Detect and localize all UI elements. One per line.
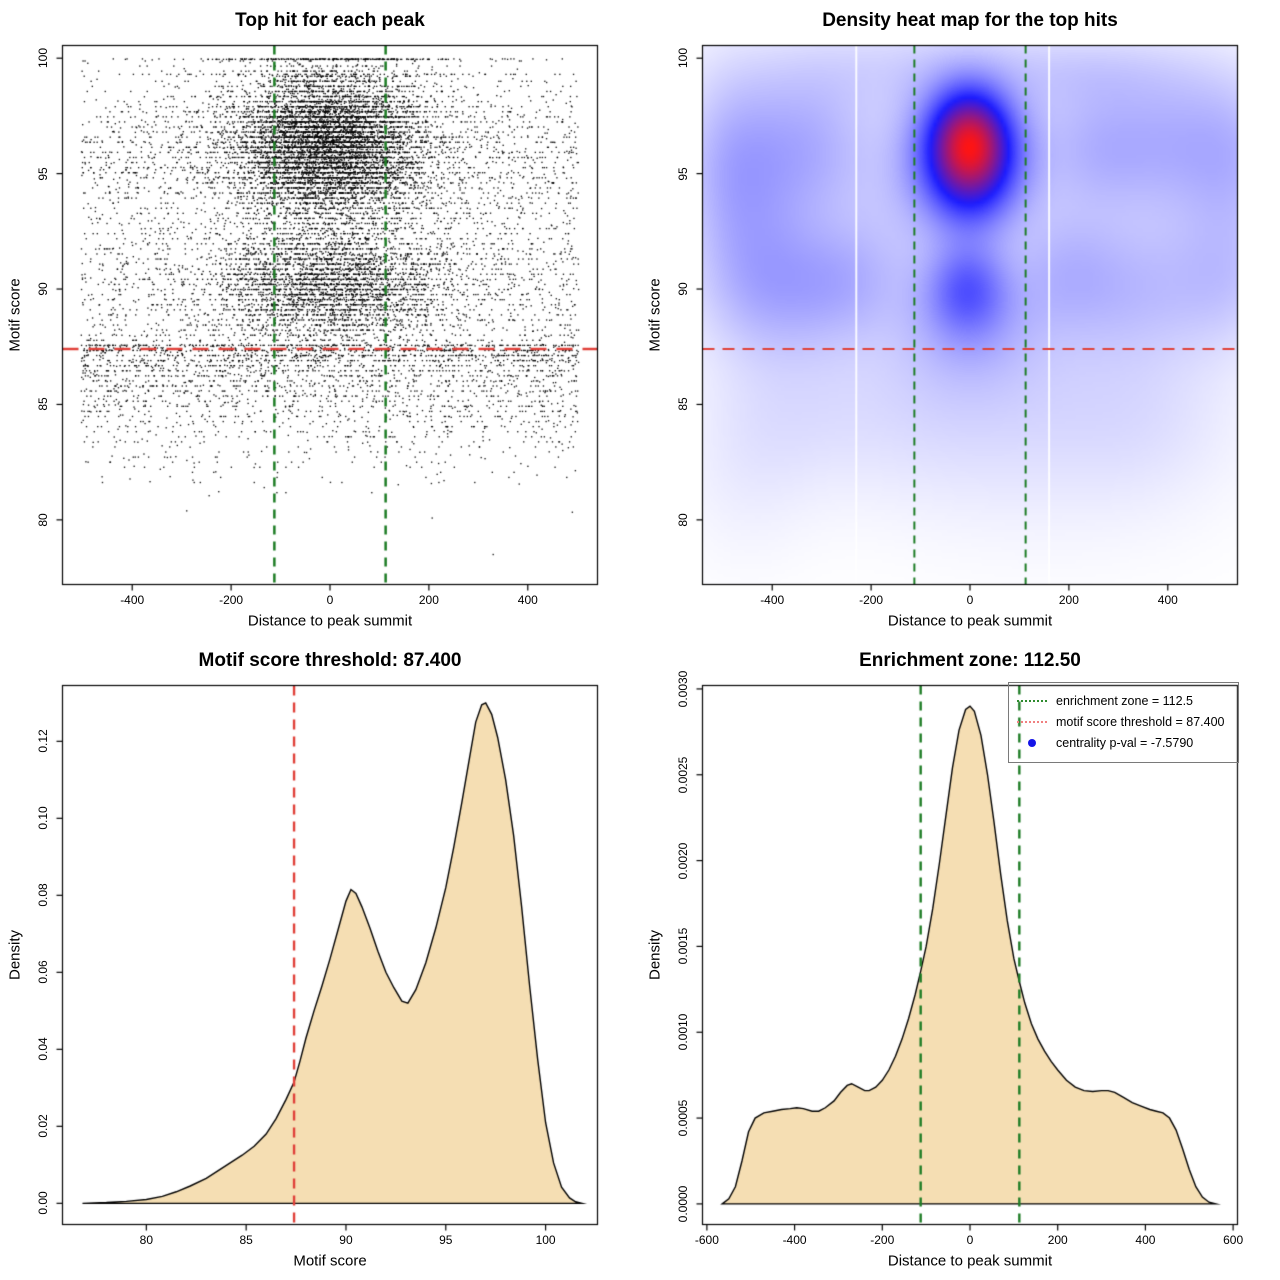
y-tick-label: 0.0000: [675, 1185, 690, 1223]
y-tick-label: 0.04: [35, 1037, 50, 1061]
y-tick-label: 95: [675, 166, 690, 181]
distance-density-ylabel: Density: [646, 929, 664, 981]
y-tick-label: 95: [35, 166, 50, 181]
legend-label: enrichment zone = 112.5: [1056, 693, 1194, 708]
score-density-xlabel: Motif score: [293, 1252, 367, 1270]
score-density-plot-canvas: [0, 640, 640, 1280]
y-tick-label: 0.0015: [675, 928, 690, 965]
x-tick-label: 80: [139, 1232, 154, 1247]
x-tick-label: 200: [1047, 1232, 1068, 1247]
x-tick-label: -200: [870, 1232, 895, 1247]
y-tick-label: 0.0030: [675, 670, 690, 708]
y-tick-label: 0.0020: [675, 842, 690, 879]
y-tick-label: 0.10: [35, 806, 50, 830]
scatter-title: Top hit for each peak: [235, 10, 425, 31]
y-tick-label: 90: [675, 282, 690, 296]
x-tick-label: 0: [966, 1232, 974, 1247]
y-tick-label: 0.02: [35, 1114, 50, 1138]
scatter-panel: Top hit for each peak Distance to peak s…: [0, 0, 640, 640]
y-tick-label: 0.0025: [675, 756, 690, 794]
distance-density-xlabel: Distance to peak summit: [887, 1252, 1053, 1270]
x-tick-label: 400: [1157, 592, 1178, 607]
score-density-panel: Motif score threshold: 87.400 Motif scor…: [0, 640, 640, 1280]
x-tick-label: -200: [219, 592, 244, 607]
scatter-plot-canvas: [0, 0, 640, 640]
x-tick-label: 0: [966, 592, 974, 607]
x-tick-label: 400: [1135, 1232, 1156, 1247]
score-threshold-line-glyph: [1017, 720, 1047, 723]
x-tick-label: 95: [439, 1232, 453, 1247]
y-tick-label: 90: [35, 282, 50, 296]
x-tick-label: -400: [120, 592, 145, 607]
x-tick-label: 200: [1058, 592, 1079, 607]
legend-label: motif score threshold = 87.400: [1056, 714, 1225, 729]
heatmap-panel: Density heat map for the top hits Distan…: [640, 0, 1280, 640]
x-tick-label: 100: [535, 1232, 556, 1247]
heatmap-ylabel: Motif score: [646, 278, 664, 352]
y-tick-label: 0.06: [35, 960, 50, 984]
y-tick-label: 80: [675, 513, 690, 527]
legend-row-centrality-pval: centrality p-val = -7.5790: [1009, 732, 1238, 753]
y-tick-label: 0.0005: [675, 1099, 690, 1137]
centrality-pval-dot-glyph: [1017, 738, 1047, 747]
y-tick-label: 80: [35, 513, 50, 527]
score-density-title: Motif score threshold: 87.400: [198, 650, 462, 671]
y-tick-label: 0.12: [35, 729, 50, 753]
score-density-ylabel: Density: [6, 929, 24, 981]
x-tick-label: -200: [859, 592, 884, 607]
x-tick-label: 90: [339, 1232, 353, 1247]
x-tick-label: -400: [782, 1232, 807, 1247]
y-tick-label: 85: [35, 397, 50, 412]
heatmap-plot-canvas: [640, 0, 1280, 640]
x-tick-label: -600: [694, 1232, 719, 1247]
scatter-xlabel: Distance to peak summit: [247, 612, 413, 630]
y-tick-label: 100: [35, 48, 50, 69]
y-tick-label: 0.08: [35, 883, 50, 907]
x-tick-label: 600: [1223, 1232, 1244, 1247]
y-tick-label: 0.00: [35, 1191, 50, 1215]
plot-legend: enrichment zone = 112.5 motif score thre…: [1008, 682, 1239, 763]
x-tick-label: 200: [418, 592, 439, 607]
enrichment-zone-line-glyph: [1017, 699, 1047, 702]
x-tick-label: 0: [326, 592, 334, 607]
x-tick-label: 85: [239, 1232, 253, 1247]
scatter-ylabel: Motif score: [6, 278, 24, 352]
y-tick-label: 0.0010: [675, 1013, 690, 1051]
heatmap-title: Density heat map for the top hits: [822, 10, 1118, 31]
distance-density-title: Enrichment zone: 112.50: [859, 650, 1081, 671]
y-tick-label: 85: [675, 397, 690, 412]
distance-density-plot-canvas: [640, 640, 1280, 1280]
legend-label: centrality p-val = -7.5790: [1056, 735, 1194, 750]
legend-row-enrichment-zone: enrichment zone = 112.5: [1009, 690, 1238, 711]
x-tick-label: -400: [760, 592, 785, 607]
legend-row-score-threshold: motif score threshold = 87.400: [1009, 711, 1238, 732]
heatmap-xlabel: Distance to peak summit: [887, 612, 1053, 630]
x-tick-label: 400: [517, 592, 538, 607]
y-tick-label: 100: [675, 48, 690, 69]
distance-density-panel: Enrichment zone: 112.50 Distance to peak…: [640, 640, 1280, 1280]
